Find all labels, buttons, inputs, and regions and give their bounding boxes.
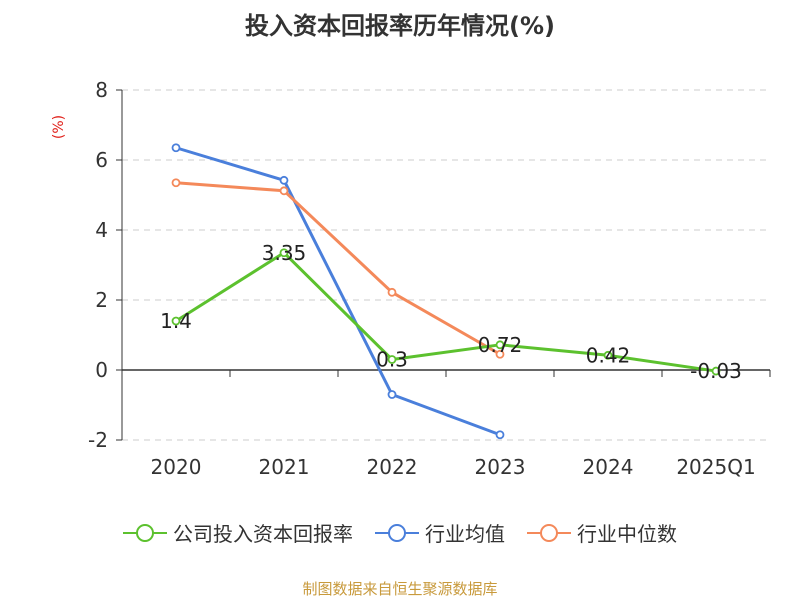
legend-item[interactable]: 行业中位数 xyxy=(527,518,677,547)
x-tick-label: 2020 xyxy=(151,455,202,479)
data-label: 3.35 xyxy=(262,241,307,265)
data-label: 1.4 xyxy=(160,309,192,333)
legend-label: 公司投入资本回报率 xyxy=(173,522,353,546)
data-point xyxy=(279,175,289,185)
series-line xyxy=(175,251,717,373)
line-chart: -2 0 2 4 6 8 2020 2021 2022 2023 2024 2025Q1 (%) 1.… xyxy=(51,78,771,479)
legend-label: 行业中位数 xyxy=(577,522,677,546)
y-tick-label: 2 xyxy=(95,288,108,312)
x-tick-label: 2021 xyxy=(259,455,310,479)
y-tick-label: 8 xyxy=(95,78,108,102)
data-point xyxy=(495,340,505,350)
data-label: 0.3 xyxy=(376,348,408,372)
series-line xyxy=(175,181,501,356)
data-labels: 1.4 3.35 0.3 0.72 0.42 -0.03 xyxy=(160,241,742,383)
y-tick-label: 0 xyxy=(95,358,108,382)
legend-marker-icon xyxy=(375,521,419,545)
series xyxy=(171,143,721,440)
x-tick-label: 2023 xyxy=(475,455,526,479)
data-point xyxy=(495,430,505,440)
legend-marker-icon xyxy=(527,521,571,545)
y-tick-label: 4 xyxy=(95,218,108,242)
legend: 公司投入资本回报率 行业均值 行业中位数 xyxy=(0,518,800,547)
x-tick-label: 2025Q1 xyxy=(676,455,755,479)
data-point xyxy=(387,355,397,364)
data-point xyxy=(387,287,397,297)
grid-lines xyxy=(122,89,770,441)
legend-marker-icon xyxy=(123,521,167,545)
data-label: 0.72 xyxy=(478,333,523,357)
legend-item[interactable]: 公司投入资本回报率 xyxy=(123,518,353,547)
data-point xyxy=(279,248,289,258)
data-point xyxy=(387,390,397,399)
data-label: -0.03 xyxy=(690,359,742,383)
y-tick-label: 6 xyxy=(95,148,108,172)
series-line xyxy=(175,146,501,437)
data-point xyxy=(603,350,613,360)
x-tick-label: 2022 xyxy=(367,455,418,479)
legend-item[interactable]: 行业均值 xyxy=(375,518,505,547)
legend-label: 行业均值 xyxy=(425,522,505,546)
data-point xyxy=(495,349,505,359)
y-tick-label: -2 xyxy=(88,428,108,452)
data-point xyxy=(279,186,289,196)
source-note: 制图数据来自恒生聚源数据库 xyxy=(302,580,498,598)
data-point xyxy=(171,316,181,326)
axes: -2 0 2 4 6 8 2020 2021 2022 2023 2024 2025Q1 xyxy=(88,78,771,479)
y-axis-label: (%) xyxy=(51,115,67,139)
data-point xyxy=(171,143,181,153)
data-point xyxy=(711,366,721,376)
data-point xyxy=(171,178,181,188)
data-label: 0.42 xyxy=(586,343,631,367)
x-tick-label: 2024 xyxy=(583,455,634,479)
chart-title: 投入资本回报率历年情况(%) xyxy=(245,12,555,40)
